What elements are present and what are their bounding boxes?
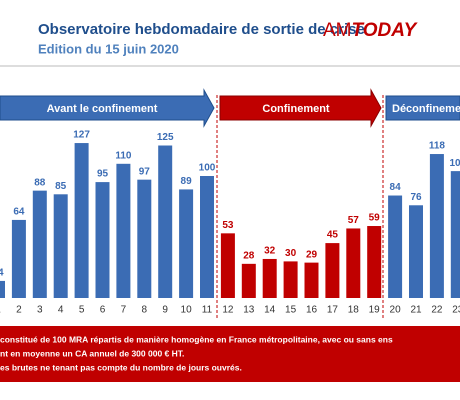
chart-subtitle: Edition du 15 juin 2020 (38, 41, 179, 56)
value-label: 104 (449, 158, 460, 169)
logo-suffix: TODAY (352, 20, 419, 41)
phase-arrow (219, 88, 382, 128)
value-label: 84 (390, 182, 402, 193)
bar (409, 205, 423, 298)
logo: AMTODAY (323, 20, 419, 41)
x-tick-label: 14 (264, 305, 276, 316)
bar (241, 263, 256, 298)
footnote-line: nt en moyenne un CA annuel de 300 000 € … (0, 348, 184, 358)
value-label: 59 (369, 213, 381, 224)
x-tick-label: 10 (181, 305, 193, 316)
value-label: 57 (348, 215, 360, 226)
x-tick-label: 5 (79, 305, 85, 316)
chart-title: Observatoire hebdomadaire de sortie de c… (38, 21, 365, 38)
bar (304, 262, 319, 298)
value-label: 97 (139, 166, 151, 177)
x-tick-label: 21 (410, 305, 422, 316)
bar (283, 261, 298, 298)
bar (262, 258, 277, 298)
bar (0, 280, 5, 298)
value-label: 76 (410, 192, 422, 203)
bar (346, 228, 361, 298)
x-tick-label: 6 (100, 305, 106, 316)
phase-label: Déconfinement (392, 103, 460, 115)
phase-arrow (0, 88, 215, 128)
phase-arrow (385, 95, 460, 121)
bar (179, 189, 194, 298)
footnote-band (0, 326, 460, 382)
value-label: 118 (429, 141, 446, 152)
x-tick-label: 22 (431, 305, 443, 316)
value-label: 30 (285, 248, 297, 259)
value-label: 125 (157, 132, 174, 143)
x-tick-label: 15 (285, 305, 297, 316)
x-tick-label: 9 (162, 305, 168, 316)
footnote-line: constitué de 100 MRA répartis de manière… (0, 334, 393, 344)
x-tick-label: 3 (37, 305, 43, 316)
bar (429, 154, 444, 298)
x-tick-label: 23 (452, 305, 460, 316)
value-label: 110 (115, 150, 132, 161)
value-label: 127 (73, 130, 90, 141)
bar (367, 226, 382, 298)
value-label: 64 (13, 207, 25, 218)
value-label: 88 (34, 177, 46, 188)
bar (95, 182, 110, 298)
plot: 1416428838541275956110797812598910100115… (0, 130, 460, 316)
x-tick-label: 16 (306, 305, 318, 316)
phase-label: Confinement (262, 103, 330, 115)
value-label: 14 (0, 268, 4, 279)
x-tick-label: 1 (0, 305, 1, 316)
logo-prefix: AM (323, 20, 352, 41)
footnote-line: es brutes ne tenant pas compte du nombre… (0, 362, 242, 372)
bar (158, 145, 173, 298)
value-label: 95 (97, 169, 109, 180)
x-tick-label: 7 (121, 305, 127, 316)
bar (450, 171, 460, 298)
value-label: 45 (327, 230, 339, 241)
x-tick-label: 2 (16, 305, 22, 316)
x-tick-label: 19 (369, 305, 381, 316)
bar (137, 179, 152, 298)
x-tick-label: 17 (327, 305, 339, 316)
x-tick-label: 12 (222, 305, 234, 316)
bar (116, 163, 131, 298)
value-label: 85 (55, 181, 67, 192)
bar (325, 243, 340, 298)
value-label: 89 (181, 176, 193, 187)
value-label: 29 (306, 249, 318, 260)
x-tick-label: 13 (243, 305, 255, 316)
bar (200, 176, 214, 298)
bar (53, 194, 68, 298)
x-tick-label: 8 (142, 305, 148, 316)
bar (220, 233, 235, 298)
value-label: 28 (243, 250, 255, 261)
bar (74, 143, 89, 298)
bar (388, 195, 403, 298)
bar (11, 219, 26, 298)
value-label: 100 (199, 163, 216, 174)
x-tick-label: 11 (202, 305, 213, 316)
bar (32, 190, 47, 298)
value-label: 32 (264, 246, 276, 257)
phase-label: Avant le confinement (47, 103, 158, 115)
value-label: 53 (222, 220, 234, 231)
x-tick-label: 20 (390, 305, 402, 316)
x-tick-label: 18 (348, 305, 360, 316)
x-tick-label: 4 (58, 305, 64, 316)
